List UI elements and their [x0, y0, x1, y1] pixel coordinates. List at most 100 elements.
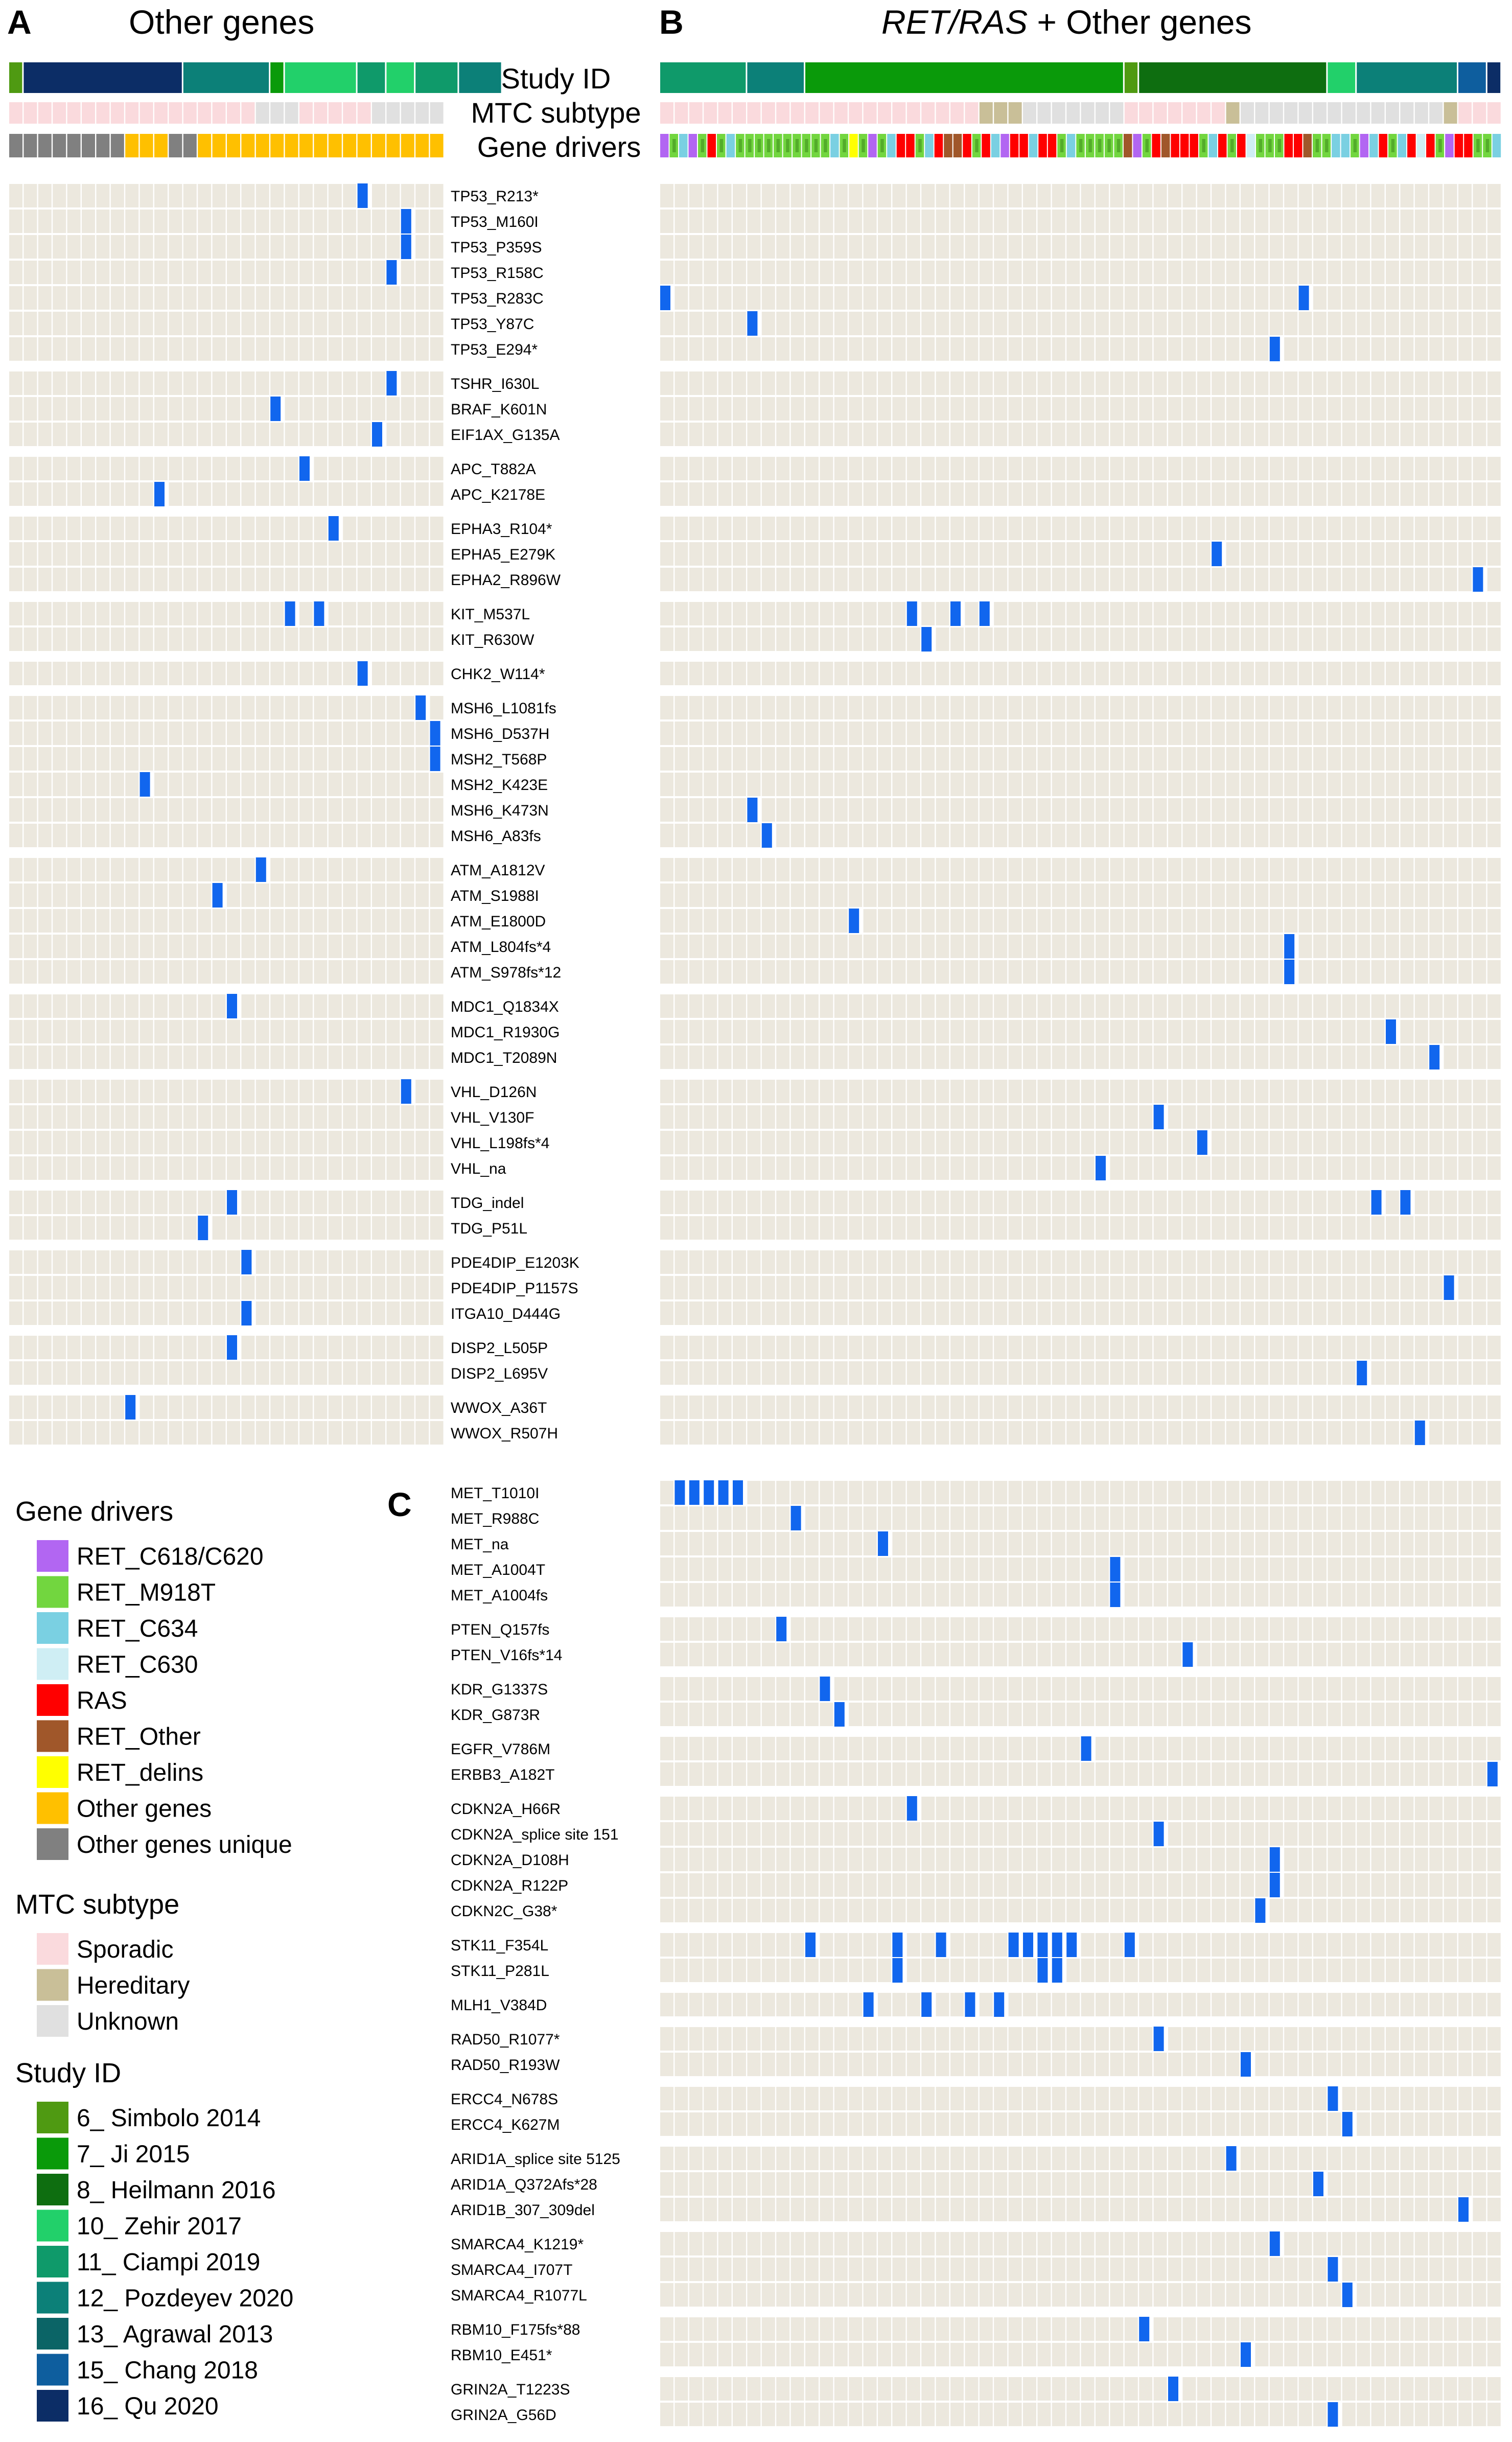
panel-b-cell [790, 935, 804, 958]
panel-b-cell [1371, 1361, 1385, 1385]
panel-b-cell [1400, 210, 1414, 233]
panel-c-cell [761, 1481, 775, 1504]
panel-b-driver-ras [1180, 134, 1189, 157]
panel-a-cell [255, 1276, 269, 1299]
panel-b-cell [761, 696, 775, 719]
panel-b-cell [689, 747, 703, 771]
panel-a-cell [270, 1045, 284, 1069]
panel-a-cell [270, 235, 284, 259]
panel-c-cell [950, 1762, 964, 1786]
panel-a-cell [139, 1191, 153, 1214]
panel-a-cell [430, 1191, 444, 1214]
panel-b-cell [689, 1276, 703, 1299]
panel-c-cell [1386, 1583, 1399, 1607]
panel-c-cell [1197, 1677, 1211, 1701]
panel-b-cell [921, 337, 935, 361]
panel-c-cell [689, 1557, 703, 1581]
panel-b-cell [1414, 696, 1428, 719]
driver-detail-mark [1079, 139, 1083, 152]
panel-b-cell [1313, 722, 1327, 745]
panel-b-cell [1487, 696, 1501, 719]
panel-b-cell [1458, 960, 1472, 984]
panel-a-cell [386, 960, 400, 984]
panel-c-cell [979, 1737, 993, 1760]
panel-b-cell [1037, 960, 1051, 984]
panel-b-cell [1487, 1020, 1501, 1043]
panel-b-cell [718, 371, 732, 395]
panel-a-cell [198, 627, 212, 651]
panel-a-cell [314, 747, 328, 771]
panel-b-cell [1037, 261, 1051, 284]
panel-b-cell [936, 1156, 949, 1180]
panel-b-cell [1081, 1131, 1095, 1154]
panel-c-cell [979, 1617, 993, 1641]
panel-a-cell [9, 1191, 22, 1214]
panel-c-cell [1255, 1506, 1269, 1530]
panel-b-cell [1400, 994, 1414, 1018]
panel-b-cell [1096, 1361, 1109, 1385]
panel-b-cell [1182, 1020, 1196, 1043]
panel-c-cell [776, 1643, 790, 1666]
panel-b-cell [704, 1105, 717, 1129]
panel-b-cell [1081, 994, 1095, 1018]
panel-b-cell [950, 1105, 964, 1129]
panel-b-cell [1226, 1020, 1240, 1043]
panel-b-cell [1269, 235, 1283, 259]
panel-c-cell [863, 1643, 877, 1666]
panel-b-cell [747, 568, 761, 591]
panel-b-cell [820, 773, 833, 796]
panel-b-study-12-6 [1357, 62, 1457, 93]
panel-c-cell [660, 1822, 673, 1846]
panel-b-cell [761, 210, 775, 233]
panel-b-cell [1052, 184, 1065, 207]
panel-b-cell [660, 542, 673, 566]
panel-b-cell [1096, 235, 1109, 259]
panel-b-cell [1328, 909, 1341, 933]
panel-a-cell [255, 747, 269, 771]
panel-b-cell [1110, 662, 1124, 685]
panel-b-cell [936, 397, 949, 421]
panel-b-cell [1139, 1301, 1153, 1325]
panel-c-cell [1226, 1797, 1240, 1820]
panel-b-cell [921, 722, 935, 745]
panel-a-cell [139, 883, 153, 907]
panel-b-cell [1124, 337, 1138, 361]
panel-a-cell [139, 1396, 153, 1419]
panel-b-cell [689, 1191, 703, 1214]
panel-b-cell [733, 722, 746, 745]
panel-b-cell [674, 517, 688, 540]
panel-b-cell [1473, 1156, 1486, 1180]
panel-c-cell [660, 1617, 673, 1641]
panel-a-cell [314, 1250, 328, 1274]
panel-c-cell [921, 1762, 935, 1786]
panel-b-cell [965, 960, 979, 984]
panel-b-cell [733, 423, 746, 446]
panel-c-cell [878, 1617, 891, 1641]
panel-b-cell [1023, 235, 1036, 259]
panel-c-cell [1269, 1797, 1283, 1820]
panel-b-cell [1298, 337, 1312, 361]
panel-b-driver-ret-c634 [887, 134, 896, 157]
panel-b-cell [674, 210, 688, 233]
panel-b-cell [1212, 935, 1225, 958]
panel-c-cell [1110, 1643, 1124, 1666]
panel-b-cell [1110, 824, 1124, 847]
panel-b-cell [1052, 722, 1065, 745]
panel-c-cell [1037, 1797, 1051, 1820]
panel-b-cell [704, 960, 717, 984]
panel-a-cell [343, 858, 357, 881]
panel-a-cell [386, 1191, 400, 1214]
panel-b-cell [790, 1156, 804, 1180]
panel-c-cell [747, 1643, 761, 1666]
panel-b-cell [965, 337, 979, 361]
panel-a-cell [198, 662, 212, 685]
panel-a-cell [343, 627, 357, 651]
panel-b-driver-ras [1464, 134, 1473, 157]
panel-b-cell [878, 397, 891, 421]
panel-b-cell [718, 542, 732, 566]
panel-a-cell [299, 1216, 313, 1240]
panel-c-cell [834, 1506, 848, 1530]
panel-c-cell [1182, 1617, 1196, 1641]
panel-a-cell [154, 858, 168, 881]
panel-b-cell [1008, 1045, 1022, 1069]
